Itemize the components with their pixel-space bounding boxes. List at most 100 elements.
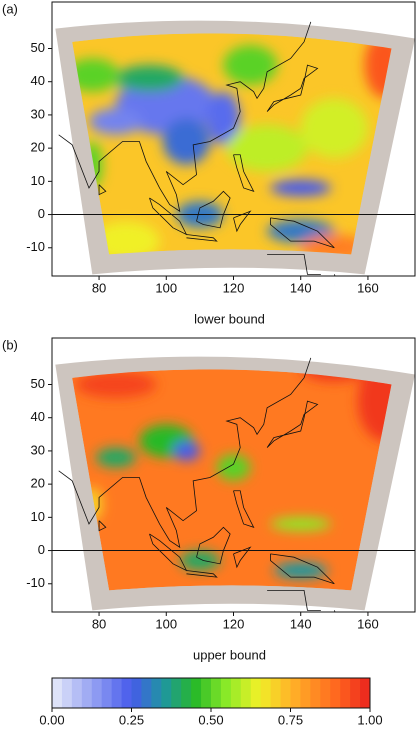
colorbar-tick-label: 0.50 <box>198 712 223 727</box>
y-tick-label: 30 <box>31 106 45 121</box>
x-tick-label: 100 <box>155 616 177 631</box>
field-blob <box>300 98 369 159</box>
coastline <box>233 546 252 569</box>
colorbar-step <box>81 678 93 708</box>
field-blob <box>273 562 328 579</box>
colorbar-step <box>360 678 371 708</box>
field-blob <box>364 33 392 99</box>
x-tick-label: 160 <box>357 280 379 295</box>
field-blob <box>88 108 143 135</box>
field-blob <box>216 454 251 481</box>
colorbar-step <box>280 678 291 708</box>
y-tick-label: 0 <box>38 542 45 557</box>
y-tick-label: -10 <box>26 575 45 590</box>
coastline <box>186 570 218 578</box>
colorbar-step <box>290 678 301 708</box>
coastline <box>196 190 231 229</box>
colorbar-step <box>52 678 63 708</box>
y-tick-label: 20 <box>31 140 45 155</box>
coastline <box>58 357 312 549</box>
field-blob <box>270 179 332 197</box>
colorbar-tick-label: 1.00 <box>357 712 382 727</box>
y-tick-label: 50 <box>31 376 45 391</box>
x-tick-label: 80 <box>92 616 106 631</box>
coastline <box>267 590 321 611</box>
colorbar-step <box>320 678 331 708</box>
colorbar-step <box>220 678 232 708</box>
y-tick-label: 10 <box>31 173 45 188</box>
x-axis-label: upper bound <box>193 647 266 662</box>
coastline <box>233 490 255 528</box>
y-tick-label: 30 <box>31 442 45 457</box>
coastline <box>333 610 336 612</box>
coastline <box>58 21 312 213</box>
coastline <box>270 217 335 249</box>
colorbar-step <box>300 678 311 708</box>
x-tick-label: 140 <box>290 280 312 295</box>
coastline <box>196 526 231 565</box>
colorbar-tick-label: 0.75 <box>278 712 303 727</box>
colorbar-step <box>270 678 282 708</box>
field-blobs <box>72 33 392 255</box>
y-tick-label: 50 <box>31 40 45 55</box>
colorbar-step <box>111 678 123 708</box>
colorbar-step <box>131 678 142 708</box>
map-body <box>55 356 415 612</box>
coastline <box>333 274 336 276</box>
coastline <box>266 64 319 112</box>
field-blob <box>75 371 157 398</box>
x-tick-label: 160 <box>357 616 379 631</box>
field-blob <box>162 118 211 165</box>
colorbar-step <box>101 678 113 708</box>
x-tick-label: 100 <box>155 280 177 295</box>
x-tick-label: 80 <box>92 280 106 295</box>
colorbar-step <box>151 678 162 708</box>
y-tick-label: -10 <box>26 239 45 254</box>
x-axis-label: lower bound <box>194 311 265 326</box>
y-tick-label: 40 <box>31 73 45 88</box>
colorbar-step <box>121 678 132 708</box>
coastline <box>98 184 107 196</box>
x-tick-label: 120 <box>223 616 245 631</box>
colorbar-step <box>141 678 152 708</box>
colorbar-step <box>201 678 212 708</box>
field-blob <box>179 550 221 571</box>
y-tick-label: 40 <box>31 409 45 424</box>
colorbar-step <box>211 678 222 708</box>
coastline <box>186 234 218 242</box>
coastline <box>233 210 252 233</box>
field-blob <box>226 124 308 172</box>
colorbar-step <box>310 678 321 708</box>
colorbar-step <box>181 678 192 708</box>
coastline <box>98 520 107 532</box>
coastline <box>233 154 255 192</box>
coastline <box>267 254 321 275</box>
map-body <box>55 20 415 276</box>
colorbar-step <box>191 678 202 708</box>
colorbar-step <box>330 678 341 708</box>
x-tick-label: 120 <box>223 280 245 295</box>
field-blob <box>92 221 160 255</box>
colorbar-tick-label: 0.25 <box>119 712 144 727</box>
colorbar-step <box>250 678 262 708</box>
map-panel: 80 100 120 140 160 -10 0 10 20 30 40 50 (a) lower bou… <box>2 1 416 326</box>
y-tick-label: 20 <box>31 476 45 491</box>
panel-label: (b) <box>2 337 18 352</box>
coastline <box>266 400 319 448</box>
y-tick-label: 10 <box>31 509 45 524</box>
field-blob <box>270 517 332 531</box>
colorbar-step <box>171 678 182 708</box>
field-blob <box>115 65 184 92</box>
field-blob <box>95 447 137 468</box>
panel-label: (a) <box>2 1 18 16</box>
colorbar-step <box>350 678 361 708</box>
y-tick-label: 0 <box>38 206 45 221</box>
colorbar-step <box>230 678 242 708</box>
colorbar-step <box>91 678 103 708</box>
colorbar-step <box>240 678 252 708</box>
map-panel: 80 100 120 140 160 -10 0 10 20 30 40 50 (b) upper bou… <box>2 337 416 662</box>
colorbar-step <box>71 678 83 708</box>
data-field <box>72 33 392 255</box>
colorbar-step <box>260 678 272 708</box>
